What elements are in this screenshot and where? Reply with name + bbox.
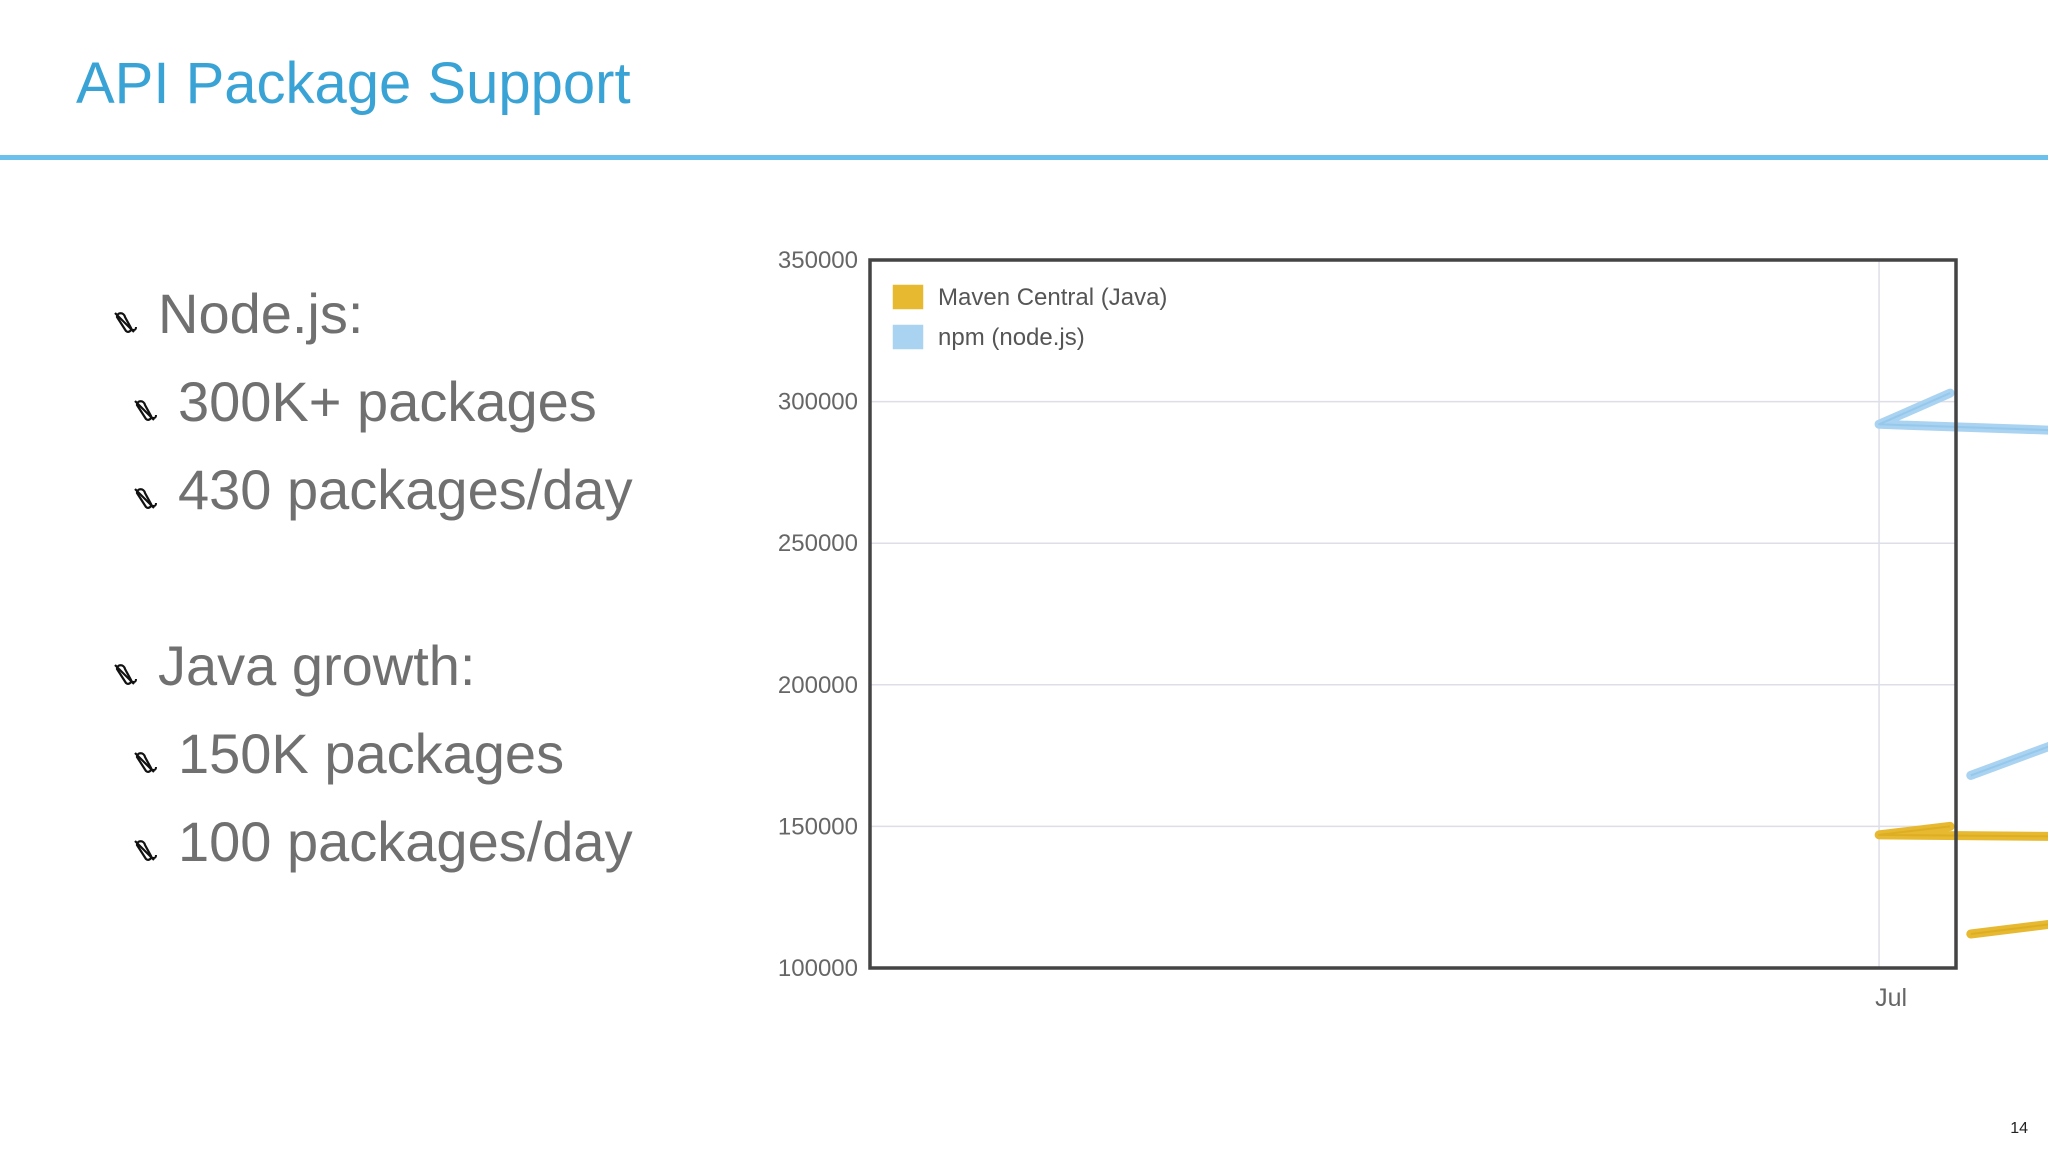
mouse-glyph-icon <box>134 488 157 509</box>
mouse-glyph-icon <box>134 400 157 421</box>
bullet-item: 150K packages <box>132 726 564 782</box>
y-tick-label: 250000 <box>778 530 858 557</box>
bullet-item: 430 packages/day <box>132 462 633 518</box>
y-tick-label: 300000 <box>778 389 858 416</box>
x-tick-label: Jul <box>1875 984 1907 1012</box>
bullet-text: Java growth: <box>158 634 476 697</box>
mouse-glyph-icon <box>114 664 137 685</box>
mouse-glyph-icon <box>114 312 137 333</box>
bullet-list: Node.js: 300K+ packages 430 packages/day… <box>0 0 720 1152</box>
bullet-item: Java growth: <box>112 638 476 694</box>
y-tick-label: 150000 <box>778 813 858 840</box>
bullet-text: 100 packages/day <box>178 810 633 873</box>
bullet-item: 300K+ packages <box>132 374 597 430</box>
y-tick-label: 200000 <box>778 672 858 699</box>
plot-area <box>870 260 1956 968</box>
y-tick-label: 100000 <box>778 955 858 982</box>
bullet-item: Node.js: <box>112 286 363 342</box>
bullet-text: 150K packages <box>178 722 565 785</box>
legend-label: npm (node.js) <box>938 324 1085 351</box>
page-number: 14 <box>2010 1120 2028 1137</box>
y-tick-label: 350000 <box>778 247 858 274</box>
bullet-text: Node.js: <box>158 282 364 345</box>
slide-title: API Package Support <box>76 51 631 116</box>
bullet-text: 430 packages/day <box>178 458 633 521</box>
bullet-item: 100 packages/day <box>132 814 633 870</box>
plot-border <box>868 258 1958 970</box>
bullet-text: 300K+ packages <box>178 370 597 433</box>
legend-swatch <box>891 323 925 351</box>
legend-box <box>884 272 1176 358</box>
mouse-glyph-icon <box>134 752 157 773</box>
legend-label: Maven Central (Java) <box>938 284 1167 311</box>
title-divider <box>0 155 2048 160</box>
legend-swatch <box>891 283 925 311</box>
mouse-glyph-icon <box>134 840 157 861</box>
